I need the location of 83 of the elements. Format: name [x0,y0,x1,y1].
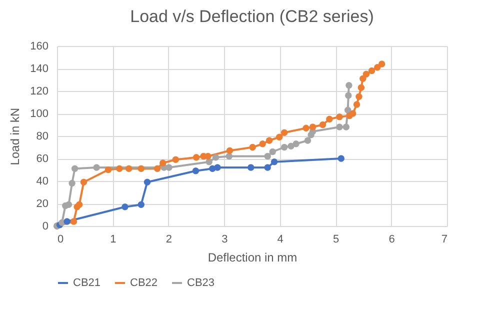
point [346,82,352,89]
point [304,137,312,144]
point [276,134,283,140]
point [336,114,343,120]
point [360,75,366,82]
point [302,124,310,132]
y-tick-label: 20 [36,198,48,210]
point [336,124,343,130]
point [356,93,362,100]
point [280,144,288,151]
y-tick-label: 100 [30,108,48,120]
x-tick-label: 5 [333,234,340,246]
point [160,160,166,166]
point [338,155,344,162]
y-axis-title: Load in kN [8,108,22,166]
point [374,64,381,71]
point [368,67,376,74]
x-tick-label: 7 [441,234,448,246]
point [116,165,123,172]
x-tick-label: 4 [277,234,284,246]
point [270,158,278,166]
point [138,165,144,172]
point [192,154,200,161]
point [326,116,333,122]
point [344,106,352,114]
x-tick-label: 6 [388,234,395,246]
point [362,70,370,78]
point [349,110,356,117]
point [206,158,212,166]
point [172,156,180,163]
y-tick-label: 140 [30,63,48,75]
y-tick-label: 160 [30,40,48,52]
point [264,152,271,160]
point [104,166,112,174]
point [309,124,316,130]
point [76,201,83,208]
legend-label: CB22 [130,277,158,289]
y-tick-label: 60 [36,153,48,165]
x-tick-label: 1 [110,234,116,246]
legend-label: CB21 [73,277,101,289]
point [266,137,273,144]
point [71,165,78,172]
x-tick-label: 2 [166,234,172,246]
point [353,101,360,108]
point [226,147,234,154]
point [93,164,100,171]
point [192,168,200,174]
x-tick-label: 0 [58,234,64,246]
point [166,164,172,171]
point [126,165,132,172]
point [80,178,88,186]
point [214,164,221,171]
point [248,164,254,171]
point [342,124,350,130]
point [280,129,288,136]
point [226,152,233,160]
point [378,60,386,68]
y-tick-label: 40 [36,176,48,188]
x-axis-title: Deflection in mm [208,250,298,264]
point [70,218,78,225]
x-tick-label: 3 [222,234,228,246]
point [259,140,266,148]
point [122,204,128,210]
point [319,121,326,128]
point [358,84,365,91]
point [144,178,151,186]
point [154,165,161,172]
y-tick-label: 120 [30,86,48,98]
y-tick-label: 0 [42,220,48,232]
y-tick-label: 80 [36,130,48,142]
point [204,152,212,160]
point [292,140,300,148]
point [345,92,352,99]
point [249,144,256,151]
point [65,201,72,208]
point [212,154,220,161]
point [264,164,271,171]
point [269,148,276,156]
point [64,218,70,225]
chart-title: Load v/s Deflection (CB2 series) [130,7,374,26]
point [68,180,76,187]
legend-label: CB23 [187,277,215,289]
point [138,201,144,208]
